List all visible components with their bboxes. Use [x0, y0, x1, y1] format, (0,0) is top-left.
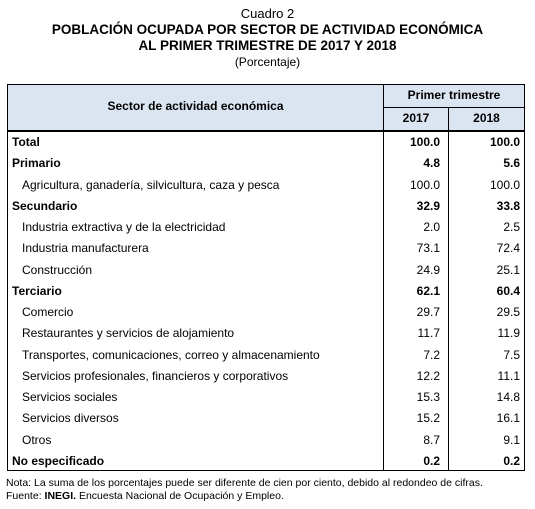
row-label: Comercio [22, 305, 74, 319]
year-header: 2017 [402, 111, 430, 125]
cell-value: 2.0 [423, 220, 440, 234]
cell-value: 9.1 [503, 432, 520, 447]
cell-value: 33.8 [496, 198, 520, 213]
row-label: Primario [12, 156, 61, 171]
row-label: Servicios diversos [22, 411, 119, 426]
row-label: Industria extractiva y de la electricida… [22, 220, 226, 234]
cell-value: 11.1 [497, 368, 520, 383]
cell-value: 7.2 [423, 347, 440, 362]
year-header: 2018 [473, 111, 500, 125]
row-label: Secundario [12, 198, 78, 213]
table: Sector de actividad económica Primer tri… [7, 84, 525, 471]
title: POBLACIÓN OCUPADA POR SECTOR DE ACTIVIDA… [51, 22, 484, 37]
row-line [383, 107, 524, 108]
cell-value: 73.1 [416, 241, 440, 256]
cell-value: 25.1 [496, 262, 520, 277]
row-label: Otros [22, 432, 52, 447]
cell-value: 16.1 [496, 411, 520, 426]
source-org: INEGI. [44, 490, 77, 502]
cell-value: 100.0 [409, 135, 440, 149]
cell-value: 14.8 [496, 390, 520, 404]
col-line [448, 107, 449, 470]
title: AL PRIMER TRIMESTRE DE 2017 Y 2018 [138, 38, 397, 53]
cell-value: 100.0 [409, 177, 440, 192]
row-label: Construcción [22, 262, 93, 277]
row-label: No especificado [12, 453, 105, 468]
cell-value: 29.7 [416, 305, 440, 319]
note: Nota: La suma de los porcentajes puede s… [6, 477, 483, 489]
col-line [383, 85, 384, 470]
subtitle: (Porcentaje) [234, 55, 301, 69]
cell-value: 24.9 [416, 262, 440, 277]
row-label: Industria manufacturera [22, 241, 149, 256]
cell-value: 60.4 [496, 283, 520, 298]
source-label: Fuente: [6, 490, 42, 502]
cell-value: 100.0 [489, 135, 520, 149]
row-label: Total [12, 135, 40, 149]
group-header: Primer trimestre [407, 88, 501, 102]
source-text: Encuesta Nacional de Ocupación y Empleo. [78, 490, 284, 502]
cell-value: 15.3 [416, 390, 440, 404]
cell-value: 7.5 [503, 347, 520, 362]
row-label: Agricultura, ganadería, silvicultura, ca… [22, 177, 280, 192]
cell-value: 11.9 [497, 326, 520, 341]
cell-value: 62.1 [416, 283, 440, 298]
row-label: Terciario [12, 283, 62, 298]
table-label: Cuadro 2 [240, 6, 295, 21]
cell-value: 12.2 [416, 368, 440, 383]
cell-value: 32.9 [416, 198, 440, 213]
cell-value: 2.5 [503, 220, 520, 234]
cell-value: 8.7 [423, 432, 440, 447]
cell-value: 0.2 [423, 453, 440, 468]
cell-value: 15.2 [416, 411, 440, 426]
cell-value: 0.2 [503, 453, 520, 468]
cell-value: 4.8 [423, 156, 440, 171]
row-label: Restaurantes y servicios de alojamiento [22, 326, 235, 341]
row-label: Transportes, comunicaciones, correo y al… [22, 347, 320, 362]
cell-value: 11.7 [417, 326, 440, 341]
cell-value: 5.6 [503, 156, 520, 171]
source: Fuente: INEGI. Encuesta Nacional de Ocup… [6, 490, 284, 502]
cell-value: 100.0 [489, 177, 520, 192]
row-line [8, 130, 524, 132]
cell-value: 72.4 [496, 241, 520, 256]
row-label: Servicios profesionales, financieros y c… [22, 368, 289, 383]
column-header: Sector de actividad económica [107, 99, 284, 113]
row-label: Servicios sociales [22, 390, 118, 404]
cell-value: 29.5 [496, 305, 520, 319]
